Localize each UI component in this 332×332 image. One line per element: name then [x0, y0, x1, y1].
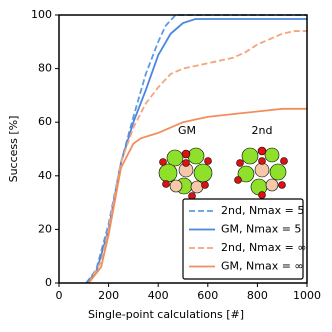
series-line — [85, 14, 307, 284]
series-line — [88, 107, 307, 284]
y-tick-label: 40 — [38, 169, 52, 182]
cluster-2nd — [234, 146, 288, 199]
x-tick-label: 600 — [197, 289, 218, 302]
series-line — [87, 30, 307, 284]
annotation: 2nd — [252, 124, 273, 137]
legend-label: 2nd, Nmax = ∞ — [221, 241, 307, 254]
x-tick-label: 1000 — [293, 289, 321, 302]
x-tick-label: 200 — [98, 289, 119, 302]
legend-label: 2nd, Nmax = 5 — [221, 204, 304, 217]
x-axis-label: Single-point calculations [#] — [88, 308, 244, 321]
y-axis-label: Success [%] — [7, 116, 20, 183]
series-line — [85, 18, 307, 284]
x-tick-label: 800 — [247, 289, 268, 302]
y-tick-label: 60 — [38, 115, 52, 128]
y-tick-label: 0 — [45, 276, 52, 289]
y-tick-label: 20 — [38, 222, 52, 235]
y-tick-label: 100 — [31, 8, 52, 21]
legend-label: GM, Nmax = 5 — [221, 223, 301, 236]
annotation: GM — [178, 124, 196, 137]
legend-label: GM, Nmax = ∞ — [221, 260, 304, 273]
cluster-gm — [158, 147, 213, 200]
x-tick-label: 0 — [56, 289, 63, 302]
x-tick-label: 400 — [148, 289, 169, 302]
axes-frame — [58, 14, 308, 284]
y-tick-label: 80 — [38, 62, 52, 75]
legend-frame — [182, 198, 304, 280]
